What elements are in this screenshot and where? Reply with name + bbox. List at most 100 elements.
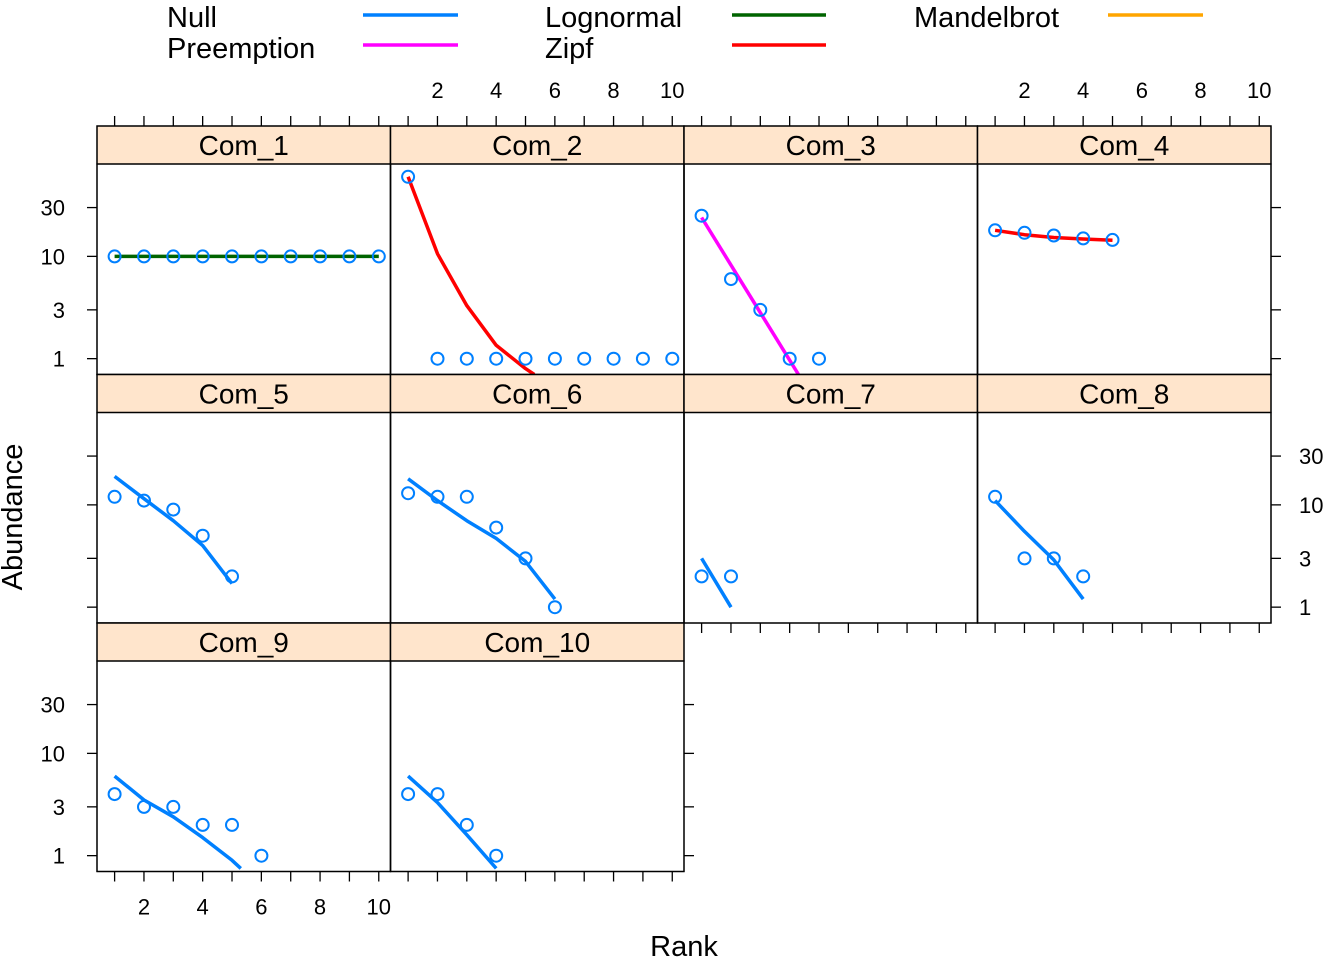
data-point	[430, 787, 445, 802]
panel-frame	[683, 411, 979, 624]
panel-frame	[389, 660, 685, 873]
strip-label: Com_2	[492, 130, 582, 161]
data-point	[459, 489, 474, 504]
y-tick-label: 1	[53, 347, 65, 372]
fit-line-null	[406, 774, 498, 870]
y-axis-title: Abundance	[0, 444, 29, 591]
data-point	[1017, 551, 1032, 566]
data-point	[166, 502, 181, 517]
data-point	[195, 528, 210, 543]
data-point	[195, 249, 210, 264]
panel-border	[976, 373, 1272, 624]
legend-label-preemption: Preemption	[167, 33, 315, 65]
strip-label: Com_5	[199, 379, 289, 410]
strip-label: Com_10	[484, 627, 590, 658]
data-point	[401, 169, 416, 184]
panel-frame	[96, 411, 392, 624]
y-tick-label: 10	[41, 244, 65, 269]
x-tick-label: 6	[1136, 78, 1148, 103]
panel-frame	[976, 411, 1272, 624]
y-tick-label: 10	[41, 741, 65, 766]
data-point	[459, 817, 474, 832]
x-tick-label: 2	[138, 895, 150, 920]
panel-com-5: Com_5	[96, 373, 392, 624]
data-point	[254, 249, 269, 264]
x-tick-label: 2	[1018, 78, 1030, 103]
data-point	[518, 351, 533, 366]
data-point	[401, 787, 416, 802]
data-point	[371, 249, 386, 264]
y-tick-label: 10	[1299, 493, 1323, 518]
data-point	[547, 351, 562, 366]
data-point	[753, 302, 768, 317]
strip-label: Com_9	[199, 627, 289, 658]
fit-line-zipf	[406, 176, 536, 375]
y-tick-label: 30	[1299, 444, 1323, 469]
panel-frame	[976, 163, 1272, 376]
x-tick-label: 6	[549, 78, 561, 103]
data-point	[577, 351, 592, 366]
data-point	[988, 223, 1003, 238]
data-point	[283, 249, 298, 264]
fit-line-null	[407, 477, 557, 601]
data-point	[1046, 551, 1061, 566]
y-tick-label: 1	[1299, 595, 1311, 620]
data-point	[1076, 569, 1091, 584]
data-point	[1046, 228, 1061, 243]
y-tick-label: 30	[41, 693, 65, 718]
strip	[976, 373, 1272, 414]
x-tick-label: 4	[490, 78, 502, 103]
data-point	[724, 272, 738, 287]
x-tick-label: 6	[255, 895, 267, 920]
panel-com-3: Com_3	[683, 125, 979, 376]
x-tick-label: 8	[314, 895, 326, 920]
data-point	[1105, 232, 1120, 247]
legend: Null Lognormal Mandelbrot Preemption Zipf	[167, 2, 1203, 65]
fit-line-null	[700, 557, 733, 609]
data-point	[166, 249, 181, 264]
data-point	[166, 799, 181, 814]
data-point	[313, 249, 328, 264]
legend-label-zipf: Zipf	[545, 33, 594, 65]
data-point	[518, 551, 533, 566]
data-point	[107, 249, 122, 264]
data-point	[225, 249, 239, 264]
data-point	[782, 351, 797, 366]
strip	[389, 373, 685, 414]
x-tick-label: 10	[367, 895, 391, 920]
x-tick-label: 2	[431, 78, 443, 103]
data-point	[547, 600, 562, 615]
data-point	[137, 493, 151, 508]
panel-com-6: Com_6	[389, 373, 685, 624]
data-point	[635, 351, 650, 366]
data-point	[489, 351, 504, 366]
strip	[96, 622, 392, 662]
fit-line-null	[113, 774, 242, 870]
strip	[683, 125, 979, 165]
panel-com-2: Com_2	[389, 125, 685, 376]
panel-com-9: Com_9	[96, 622, 392, 873]
x-tick-label: 8	[1194, 78, 1206, 103]
strip-label: Com_4	[1079, 130, 1169, 161]
data-point	[489, 520, 504, 535]
x-axis-title: Rank	[650, 931, 718, 960]
y-tick-label: 3	[1299, 546, 1311, 571]
data-point	[1076, 231, 1091, 246]
data-point	[137, 799, 151, 814]
x-tick-label: 8	[607, 78, 619, 103]
data-point	[225, 569, 239, 584]
data-point	[195, 817, 210, 832]
data-point	[606, 351, 621, 366]
panel-com-7: Com_7	[683, 373, 979, 624]
x-tick-label: 4	[1077, 78, 1089, 103]
panel-frame	[389, 163, 685, 376]
fit-line-zipf	[994, 228, 1113, 242]
y-tick-label: 30	[41, 196, 65, 221]
strip-label: Com_3	[786, 130, 876, 161]
strip-label: Com_7	[786, 379, 876, 410]
data-point	[401, 486, 416, 501]
data-point	[430, 489, 445, 504]
x-tick-label: 10	[1247, 78, 1271, 103]
panels: Com_1 Com_2 Com_3 Com_4 Com_5 Com_6 Com_7 Com_8…	[96, 125, 1272, 873]
